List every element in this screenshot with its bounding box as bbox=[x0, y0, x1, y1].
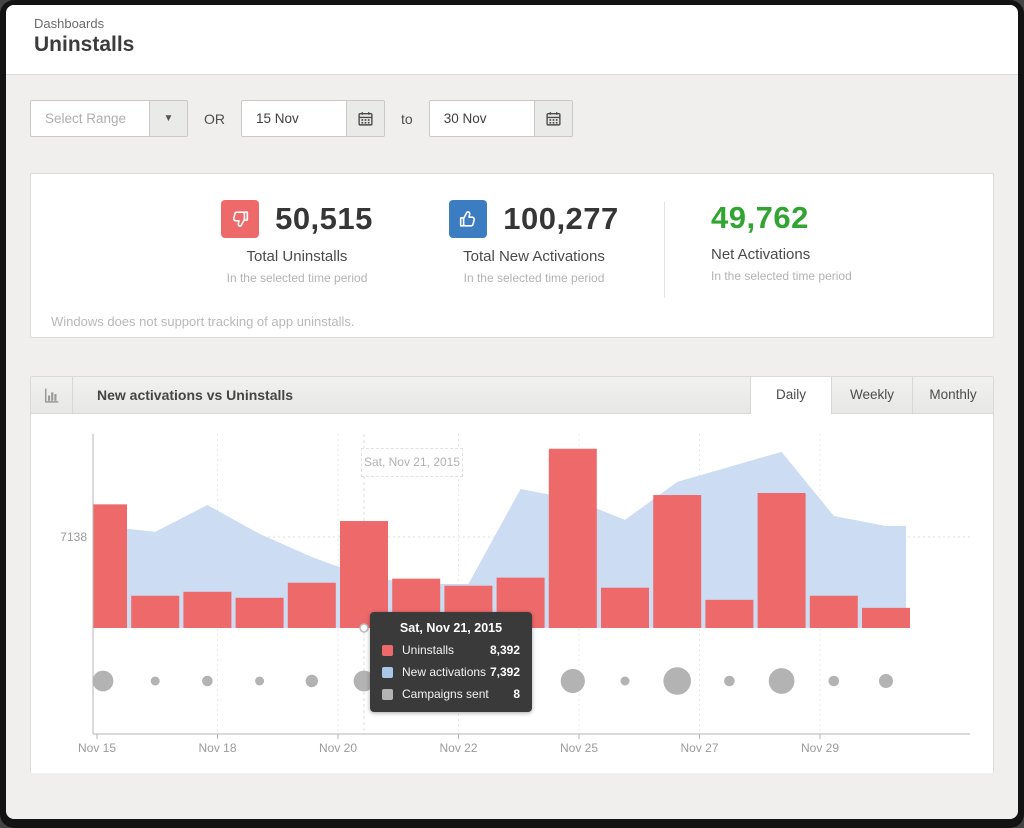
start-date-input[interactable]: 15 Nov 2015 bbox=[241, 100, 385, 137]
stat-value: 49,762 bbox=[711, 200, 809, 235]
or-label: OR bbox=[204, 110, 225, 127]
end-date-calendar-button[interactable] bbox=[533, 101, 572, 136]
svg-text:Nov 18: Nov 18 bbox=[198, 741, 236, 755]
chart-tooltip: Sat, Nov 21, 2015 Uninstalls 8,392 New a… bbox=[370, 612, 532, 712]
stat-label: Total Uninstalls bbox=[246, 248, 348, 265]
tooltip-title: Sat, Nov 21, 2015 bbox=[399, 621, 503, 635]
tooltip-row-campaigns-sent: Campaigns sent 8 bbox=[382, 687, 520, 701]
tab-monthly[interactable]: Monthly bbox=[912, 377, 993, 413]
svg-text:Nov 29: Nov 29 bbox=[801, 741, 839, 755]
thumbs-up-icon bbox=[449, 200, 488, 238]
stat-total-new-activations: 100,277 Total New Activations In the sel… bbox=[427, 200, 641, 285]
stat-value: 100,277 bbox=[503, 201, 619, 236]
chart-title: New activations vs Uninstalls bbox=[97, 387, 294, 403]
activations-vs-uninstalls-chart[interactable]: Nov 15 Nov 18 Nov 20 Nov 22 Nov 25 Nov 27 Nov … bbox=[31, 419, 990, 771]
stats-note: Windows does not support tracking of app… bbox=[51, 314, 355, 329]
page-title: Uninstalls bbox=[34, 33, 135, 56]
svg-text:Nov 15: Nov 15 bbox=[78, 741, 116, 755]
tooltip-row-new-activations: New activations 7,392 bbox=[382, 665, 520, 679]
date-filter-row: Select Range ▼ OR 15 Nov 2015 bbox=[30, 100, 1018, 137]
chart-icon-box bbox=[31, 377, 73, 413]
chart-card: New activations vs Uninstalls Daily Week… bbox=[30, 376, 994, 773]
svg-text:Nov 27: Nov 27 bbox=[680, 741, 718, 755]
stat-label: Net Activations bbox=[711, 246, 811, 263]
uninstalls-swatch bbox=[382, 644, 393, 656]
svg-text:7138: 7138 bbox=[60, 530, 87, 544]
stat-sublabel: In the selected time period bbox=[226, 271, 368, 285]
breadcrumb[interactable]: Dashboards bbox=[34, 16, 105, 31]
to-label: to bbox=[401, 110, 413, 127]
tooltip-row-uninstalls: Uninstalls 8,392 bbox=[382, 643, 520, 657]
stats-divider bbox=[664, 202, 665, 298]
crosshair-date-label: Sat, Nov 21, 2015 bbox=[361, 448, 463, 477]
stat-sublabel: In the selected time period bbox=[711, 269, 852, 283]
chevron-down-icon: ▼ bbox=[163, 113, 174, 124]
svg-text:Nov 22: Nov 22 bbox=[439, 741, 477, 755]
calendar-icon bbox=[546, 112, 561, 126]
select-range-value: Select Range bbox=[45, 111, 127, 126]
new-activations-swatch bbox=[382, 666, 393, 678]
bar-chart-icon bbox=[44, 388, 59, 403]
end-date-input[interactable]: 30 Nov 2015 bbox=[428, 100, 573, 137]
stat-value: 50,515 bbox=[275, 201, 373, 236]
stat-label: Total New Activations bbox=[463, 248, 605, 265]
svg-text:Nov 20: Nov 20 bbox=[319, 741, 357, 755]
start-date-value: 15 Nov 2015 bbox=[256, 111, 299, 126]
top-bar: Dashboards Uninstalls bbox=[6, 5, 1018, 75]
campaigns-sent-swatch bbox=[382, 688, 393, 700]
page: Dashboards Uninstalls Select Range ▼ OR … bbox=[6, 5, 1018, 819]
tab-weekly[interactable]: Weekly bbox=[831, 377, 912, 413]
stat-sublabel: In the selected time period bbox=[463, 271, 605, 285]
select-range-dropdown[interactable]: Select Range ▼ bbox=[30, 100, 188, 137]
stats-card: 50,515 Total Uninstalls In the selected … bbox=[30, 173, 994, 338]
select-range-caret-button[interactable]: ▼ bbox=[149, 101, 187, 136]
stat-total-uninstalls: 50,515 Total Uninstalls In the selected … bbox=[197, 200, 397, 285]
thumbs-down-icon bbox=[221, 200, 260, 238]
tab-daily[interactable]: Daily bbox=[750, 377, 831, 414]
chart-header: New activations vs Uninstalls Daily Week… bbox=[31, 377, 993, 414]
end-date-value: 30 Nov 2015 bbox=[443, 111, 487, 126]
svg-text:Nov 25: Nov 25 bbox=[560, 741, 598, 755]
calendar-icon bbox=[358, 112, 373, 126]
chart-plot-area[interactable]: Nov 15 Nov 18 Nov 20 Nov 22 Nov 25 Nov 27 Nov … bbox=[31, 414, 993, 773]
start-date-calendar-button[interactable] bbox=[346, 101, 384, 136]
stat-net-activations: 49,762 Net Activations In the selected t… bbox=[711, 200, 931, 283]
